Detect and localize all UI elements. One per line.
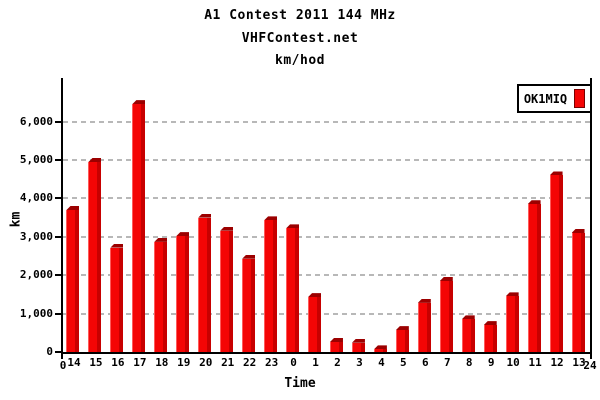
bar-hour-12 <box>549 175 563 352</box>
x-axis-label-18: 18 <box>155 356 169 369</box>
bar-hour-5 <box>395 330 409 352</box>
y-axis-tick-4000 <box>55 197 63 200</box>
chart-units-label: km/hod <box>275 53 325 68</box>
x-axis-label-19: 19 <box>177 356 191 369</box>
y-axis-tick-label-2000: 2,000 <box>19 268 53 282</box>
y-axis-tick-2000 <box>55 274 63 277</box>
x-axis-label-13: 13 <box>572 356 586 369</box>
gridline-5000 <box>63 159 590 162</box>
legend: OK1MIQ <box>517 84 592 113</box>
x-axis-label-6: 6 <box>422 356 429 369</box>
y-axis-tick-label-0: 0 <box>46 345 53 358</box>
bar-hour-16 <box>110 247 124 352</box>
bar-hour-11 <box>527 204 541 352</box>
bar-hour-21 <box>220 230 234 352</box>
bar-hour-13 <box>571 233 585 352</box>
x-axis-label-8: 8 <box>465 356 473 369</box>
x-axis-label-9: 9 <box>487 356 495 369</box>
y-axis-tick-0 <box>55 351 63 353</box>
bar-hour-17 <box>132 104 146 352</box>
legend-color-swatch <box>574 89 586 108</box>
gridline-3000 <box>63 235 590 238</box>
y-axis-tick-label-4000: 4,000 <box>19 191 53 205</box>
x-axis-label-2: 2 <box>334 356 341 369</box>
bar-hour-1 <box>308 297 322 352</box>
y-axis-tick-3000 <box>55 235 63 238</box>
x-axis-label-20: 20 <box>199 356 213 369</box>
bar-hour-22 <box>242 258 256 352</box>
bar-hour-9 <box>483 325 497 352</box>
x-axis-label-16: 16 <box>111 356 125 369</box>
x-axis-label-3: 3 <box>356 356 363 369</box>
x-axis-label-7: 7 <box>443 356 451 369</box>
x-axis-label-11: 11 <box>528 356 542 369</box>
x-axis-label-15: 15 <box>89 356 103 369</box>
bar-hour-23 <box>264 220 278 352</box>
bar-hour-19 <box>176 236 190 352</box>
x-axis-label-10: 10 <box>506 356 520 369</box>
y-axis-tick-5000 <box>55 159 63 162</box>
x-axis-title: Time <box>284 376 316 391</box>
x-axis-label-5: 5 <box>400 356 407 369</box>
x-axis-label-17: 17 <box>133 356 147 369</box>
bar-hour-10 <box>505 296 519 352</box>
bar-hour-0 <box>286 228 300 352</box>
x-axis-origin-label: 0 <box>59 359 67 372</box>
gridline-1000 <box>63 312 590 315</box>
y-axis-tick-label-1000: 1,000 <box>19 306 53 320</box>
bar-hour-8 <box>461 319 475 352</box>
y-axis-tick-label-3000: 3,000 <box>19 229 53 243</box>
bar-hour-18 <box>154 241 168 352</box>
y-axis-tick-6000 <box>55 120 63 123</box>
bar-hour-4 <box>373 349 387 352</box>
bar-hour-20 <box>198 217 212 352</box>
x-axis-end-label: 24 <box>583 359 597 372</box>
chart-subtitle: VHFContest.net <box>241 31 359 46</box>
x-axis-label-4: 4 <box>378 356 385 369</box>
plot-area: 0 24 0 1,000 2,000 3,000 4,000 5,000 6,000 14 15… <box>20 78 597 372</box>
bar-hour-14 <box>66 210 80 352</box>
gridline-2000 <box>63 274 590 277</box>
x-axis-end-tick <box>590 352 592 359</box>
x-axis-label-14: 14 <box>67 356 81 369</box>
x-axis-label-23: 23 <box>264 356 279 369</box>
y-axis-tick-label-5000: 5,000 <box>19 153 53 167</box>
bar-hour-6 <box>417 302 431 352</box>
x-axis-label-1: 1 <box>312 356 319 369</box>
gridline-6000 <box>63 120 590 123</box>
bar-hour-2 <box>329 342 343 352</box>
x-axis-label-0: 0 <box>290 356 297 369</box>
bar-hour-3 <box>351 342 365 352</box>
x-axis-label-21: 21 <box>221 356 235 369</box>
chart-title: A1 Contest 2011 144 MHz <box>204 8 396 23</box>
legend-series-label: OK1MIQ <box>523 91 568 106</box>
x-axis-origin-tick <box>61 352 63 359</box>
x-axis-label-22: 22 <box>243 356 257 369</box>
gridline-4000 <box>63 197 590 200</box>
y-axis-tick-label-6000: 6,000 <box>19 114 53 128</box>
y-axis-tick-1000 <box>55 312 63 315</box>
x-axis-label-12: 12 <box>550 356 564 369</box>
bar-hour-15 <box>88 162 102 352</box>
bar-hour-7 <box>439 281 453 352</box>
